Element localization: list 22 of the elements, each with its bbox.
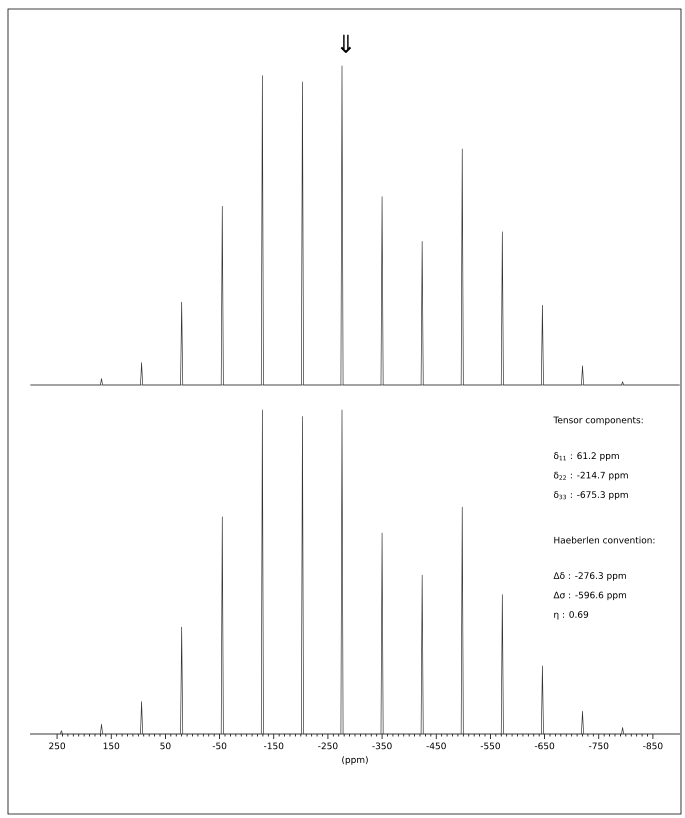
x-axis-title: (ppm): [342, 756, 368, 765]
annotation: δ$_{11}$ : 61.2 ppm: [554, 452, 619, 461]
x-tick-label: 250: [49, 742, 66, 750]
annotation: δ$_{33}$ : -675.3 ppm: [554, 491, 628, 500]
annotation: Δδ : -276.3 ppm: [554, 572, 626, 581]
x-tick-label: -150: [264, 742, 284, 750]
x-tick-label: -450: [426, 742, 446, 750]
x-tick-label: -550: [480, 742, 500, 750]
x-tick-label: 150: [104, 742, 120, 750]
x-tick-label: -350: [372, 742, 392, 750]
annotation: Δσ : -596.6 ppm: [554, 592, 626, 600]
annotation: Tensor components:: [553, 416, 643, 426]
annotation: Haeberlen convention:: [554, 536, 654, 544]
x-tick-label: 50: [160, 742, 171, 750]
x-tick-label: -50: [212, 742, 226, 750]
x-tick-label: -250: [318, 742, 338, 750]
x-tick-label: -750: [589, 742, 608, 750]
x-tick-label: -650: [534, 742, 554, 750]
text: ⇓: [340, 34, 352, 53]
x-tick-label: -850: [643, 742, 662, 750]
annotation: δ$_{22}$ : -214.7 ppm: [554, 472, 628, 480]
annotation: η : 0.69: [554, 611, 588, 620]
